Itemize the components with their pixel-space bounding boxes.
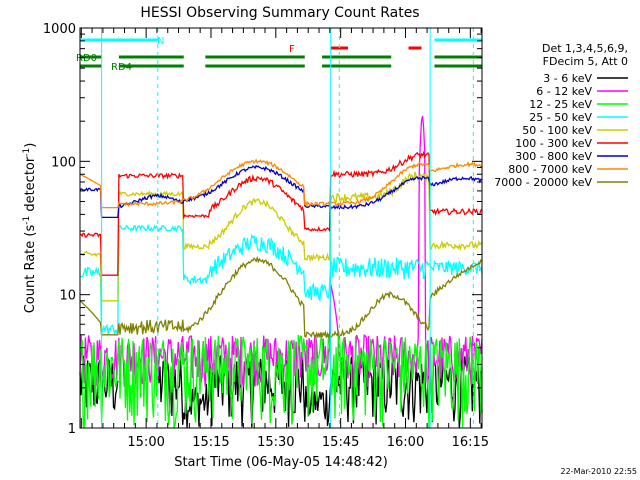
x-tick-label: 15:00 <box>127 435 164 450</box>
flag-label-n: N <box>157 36 164 47</box>
legend-header-2: FDecim 5, Att 0 <box>543 55 628 68</box>
y-tick-label: 10 <box>59 289 76 304</box>
x-axis-ticks: 15:00 15:15 15:30 15:45 16:00 16:15 <box>80 28 489 450</box>
flag-label-rd0: RD0 <box>76 53 97 64</box>
legend-label: 800 - 7000 keV <box>508 163 592 176</box>
legend-label: 6 - 12 keV <box>536 85 592 98</box>
plot-frame <box>79 27 483 429</box>
footer-date: 22-Mar-2010 22:55 <box>561 467 638 476</box>
series-line <box>79 223 483 337</box>
x-tick-label: 16:15 <box>452 435 489 450</box>
flag-label-f: F <box>289 44 295 55</box>
x-axis-label: Start Time (06-May-05 14:48:42) <box>174 455 388 470</box>
legend-header-1: Det 1,3,4,5,6,9, <box>542 42 628 55</box>
x-tick-label: 16:00 <box>387 435 424 450</box>
x-tick-label: 15:15 <box>192 435 229 450</box>
series-line <box>79 171 483 302</box>
series-layer <box>79 115 483 429</box>
x-tick-label: 15:45 <box>322 435 359 450</box>
legend-label: 12 - 25 keV <box>529 98 592 111</box>
series-line <box>79 150 483 276</box>
series-line <box>79 164 483 219</box>
legend-label: 25 - 50 keV <box>529 111 592 124</box>
series-line <box>79 334 483 429</box>
chart-title: HESSI Observing Summary Count Rates <box>140 5 419 21</box>
legend-label: 3 - 6 keV <box>543 72 592 85</box>
legend-label: 100 - 300 keV <box>515 137 592 150</box>
series-line <box>79 255 483 339</box>
series-line <box>79 158 483 209</box>
series-line <box>79 355 119 414</box>
y-tick-label: 1000 <box>43 22 76 37</box>
y-tick-label: 100 <box>51 155 76 170</box>
flag-bars: N F RD0 RD4 <box>76 36 482 73</box>
y-tick-label: 1 <box>68 422 76 437</box>
attenuator-lines <box>101 28 474 428</box>
y-axis-ticks: 1 10 100 1000 <box>43 22 482 437</box>
legend-label: 300 - 800 keV <box>515 150 592 163</box>
flag-label-rd4: RD4 <box>111 62 132 73</box>
x-tick-label: 15:30 <box>257 435 294 450</box>
y-axis-label: Count Rate (s-1 detector-1) <box>22 143 38 314</box>
legend-label: 7000 - 20000 keV <box>494 176 592 189</box>
legend-label: 50 - 100 keV <box>522 124 592 137</box>
legend: Det 1,3,4,5,6,9, FDecim 5, Att 0 3 - 6 k… <box>494 42 628 189</box>
